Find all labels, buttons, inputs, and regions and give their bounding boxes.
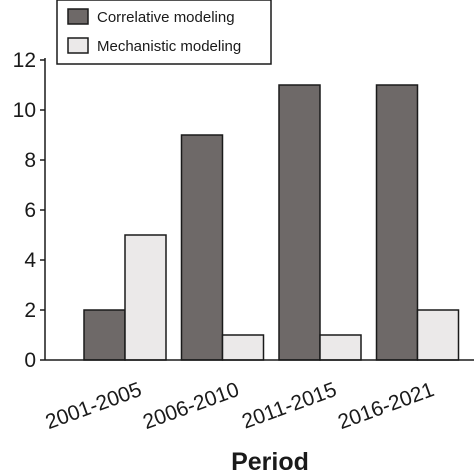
y-tick-label: 0 — [24, 349, 36, 372]
y-tick-label: 10 — [13, 99, 36, 122]
bar-correlative-2006-2010 — [180, 134, 224, 361]
y-tick-label: 4 — [24, 249, 36, 272]
bar-mechanistic-2011-2015 — [319, 334, 362, 361]
legend-label-mechanistic: Mechanistic modeling — [97, 38, 241, 55]
y-tick-label: 2 — [24, 299, 36, 322]
legend-swatch-mechanistic — [67, 37, 89, 54]
bar-correlative-2016-2021 — [375, 84, 419, 361]
x-tick-label: 2006-2010 — [140, 378, 242, 434]
y-tick-label: 12 — [13, 49, 36, 72]
y-tick-label: 8 — [24, 149, 36, 172]
bar-mechanistic-2006-2010 — [221, 334, 265, 361]
x-tick-label: 2011-2015 — [239, 378, 340, 433]
bars-group — [83, 84, 460, 361]
legend-swatch-correlative — [67, 8, 89, 25]
x-axis-title: Period — [231, 448, 309, 474]
bar-mechanistic-2001-2005 — [124, 234, 167, 361]
legend-box — [56, 0, 272, 65]
x-tick-label: 2016-2021 — [335, 378, 437, 434]
bar-correlative-2001-2005 — [83, 309, 126, 361]
legend: Correlative modeling Mechanistic modelin… — [56, 0, 272, 65]
y-tick-label: 6 — [24, 199, 36, 222]
bar-mechanistic-2016-2021 — [416, 309, 460, 361]
x-tick-label: 2001-2005 — [42, 378, 144, 434]
legend-label-correlative: Correlative modeling — [97, 9, 235, 26]
bar-correlative-2011-2015 — [278, 84, 321, 361]
